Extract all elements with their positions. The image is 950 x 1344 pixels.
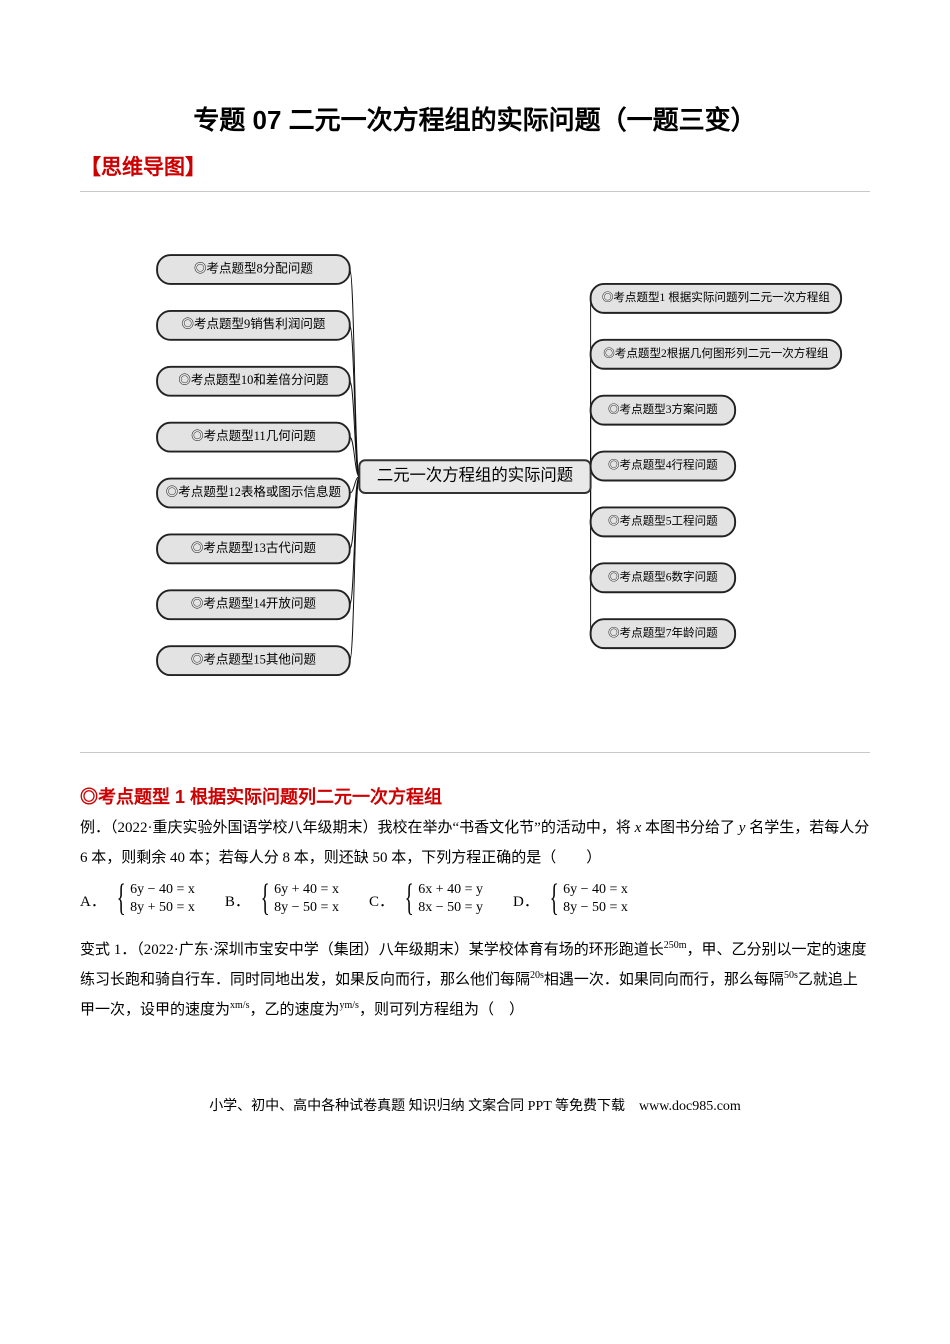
- svg-text:◎考点题型13古代问题: ◎考点题型13古代问题: [191, 541, 317, 555]
- eq-line: 6y − 40 = x: [563, 882, 628, 897]
- variation-paragraph: 变式 1．（2022·广东·深圳市宝安中学（集团）八年级期末）某学校体育有场的环…: [80, 935, 870, 1025]
- brace-icon: {: [549, 879, 558, 917]
- svg-text:◎考点题型2根据几何图形列二元一次方程组: ◎考点题型2根据几何图形列二元一次方程组: [603, 346, 829, 360]
- option-c: C． { 6x + 40 = y 8x − 50 = y: [369, 879, 483, 917]
- text: 本图书分给了: [641, 820, 739, 836]
- equation-system: 6y − 40 = x 8y + 50 = x: [130, 881, 195, 917]
- svg-text:◎考点题型10和差倍分问题: ◎考点题型10和差倍分问题: [178, 373, 329, 387]
- equation-system: 6x + 40 = y 8x − 50 = y: [418, 881, 483, 917]
- svg-text:◎考点题型15其他问题: ◎考点题型15其他问题: [191, 653, 317, 667]
- eq-line: 8y − 50 = x: [563, 900, 628, 915]
- eq-line: 8y + 50 = x: [130, 900, 195, 915]
- page-footer: 小学、初中、高中各种试卷真题 知识归纳 文案合同 PPT 等免费下载 www.d…: [80, 1095, 870, 1115]
- option-label: B．: [225, 890, 250, 917]
- svg-text:◎考点题型14开放问题: ◎考点题型14开放问题: [191, 597, 317, 611]
- equation-system: 6y − 40 = x 8y − 50 = x: [563, 881, 628, 917]
- svg-text:◎考点题型3方案问题: ◎考点题型3方案问题: [608, 402, 718, 416]
- sup-v1: xm/s: [230, 1000, 249, 1011]
- svg-text:二元一次方程组的实际问题: 二元一次方程组的实际问题: [377, 465, 573, 484]
- topic-heading: ◎考点题型 1 根据实际问题列二元一次方程组: [80, 783, 870, 809]
- svg-text:◎考点题型12表格或图示信息题: ◎考点题型12表格或图示信息题: [166, 484, 342, 499]
- mindmap-container: 二元一次方程组的实际问题 ◎考点题型8分配问题 ◎考点题型9销售利润问题 ◎考点题型1…: [80, 191, 870, 753]
- svg-text:◎考点题型5工程问题: ◎考点题型5工程问题: [608, 514, 718, 528]
- page: 专题 07 二元一次方程组的实际问题（一题三变） 【思维导图】 二元一次方程组的…: [0, 0, 950, 1155]
- text: ，则可列方程组为（ ）: [359, 1002, 524, 1018]
- svg-text:◎考点题型11几何问题: ◎考点题型11几何问题: [191, 428, 316, 443]
- svg-text:◎考点题型7年龄问题: ◎考点题型7年龄问题: [608, 625, 718, 639]
- eq-line: 8x − 50 = y: [418, 900, 483, 915]
- options-row-1: A． { 6y − 40 = x 8y + 50 = x B． { 6y + 4…: [80, 879, 870, 917]
- equation-system: 6y + 40 = x 8y − 50 = x: [274, 881, 339, 917]
- eq-line: 6y − 40 = x: [130, 882, 195, 897]
- eq-line: 6x + 40 = y: [418, 882, 483, 897]
- svg-text:◎考点题型8分配问题: ◎考点题型8分配问题: [194, 261, 313, 275]
- svg-text:◎考点题型1 根据实际问题列二元一次方程组: ◎考点题型1 根据实际问题列二元一次方程组: [602, 290, 831, 304]
- option-label: C．: [369, 890, 394, 917]
- sup-t2: 50s: [784, 970, 798, 981]
- brace-icon: {: [260, 879, 269, 917]
- sup-t1: 20s: [530, 970, 544, 981]
- eq-line: 8y − 50 = x: [274, 900, 339, 915]
- svg-text:◎考点题型9销售利润问题: ◎考点题型9销售利润问题: [181, 316, 325, 331]
- sup-v2: ym/s: [339, 1000, 358, 1011]
- option-label: A．: [80, 890, 106, 917]
- option-a: A． { 6y − 40 = x 8y + 50 = x: [80, 879, 195, 917]
- brace-icon: {: [116, 879, 125, 917]
- text: 相遇一次．如果同向而行，那么每隔: [544, 972, 784, 988]
- page-title: 专题 07 二元一次方程组的实际问题（一题三变）: [80, 100, 870, 137]
- eq-line: 6y + 40 = x: [274, 882, 339, 897]
- example-paragraph: 例．（2022·重庆实验外国语学校八年级期末）我校在举办“书香文化节”的活动中，…: [80, 813, 870, 873]
- text: 变式 1．（2022·广东·深圳市宝安中学（集团）八年级期末）某学校体育有场的环…: [80, 942, 664, 958]
- option-b: B． { 6y + 40 = x 8y − 50 = x: [225, 879, 339, 917]
- brace-icon: {: [405, 879, 414, 917]
- svg-text:◎考点题型6数字问题: ◎考点题型6数字问题: [608, 569, 718, 583]
- option-label: D．: [513, 890, 539, 917]
- svg-text:◎考点题型4行程问题: ◎考点题型4行程问题: [608, 458, 718, 472]
- text: ，乙的速度为: [249, 1002, 339, 1018]
- section-heading: 【思维导图】: [80, 151, 870, 181]
- text: 例．（2022·重庆实验外国语学校八年级期末）我校在举办“书香文化节”的活动中，…: [80, 820, 635, 836]
- sup-len: 250m: [664, 940, 687, 951]
- option-d: D． { 6y − 40 = x 8y − 50 = x: [513, 879, 628, 917]
- mindmap-svg: 二元一次方程组的实际问题 ◎考点题型8分配问题 ◎考点题型9销售利润问题 ◎考点题型1…: [80, 202, 870, 732]
